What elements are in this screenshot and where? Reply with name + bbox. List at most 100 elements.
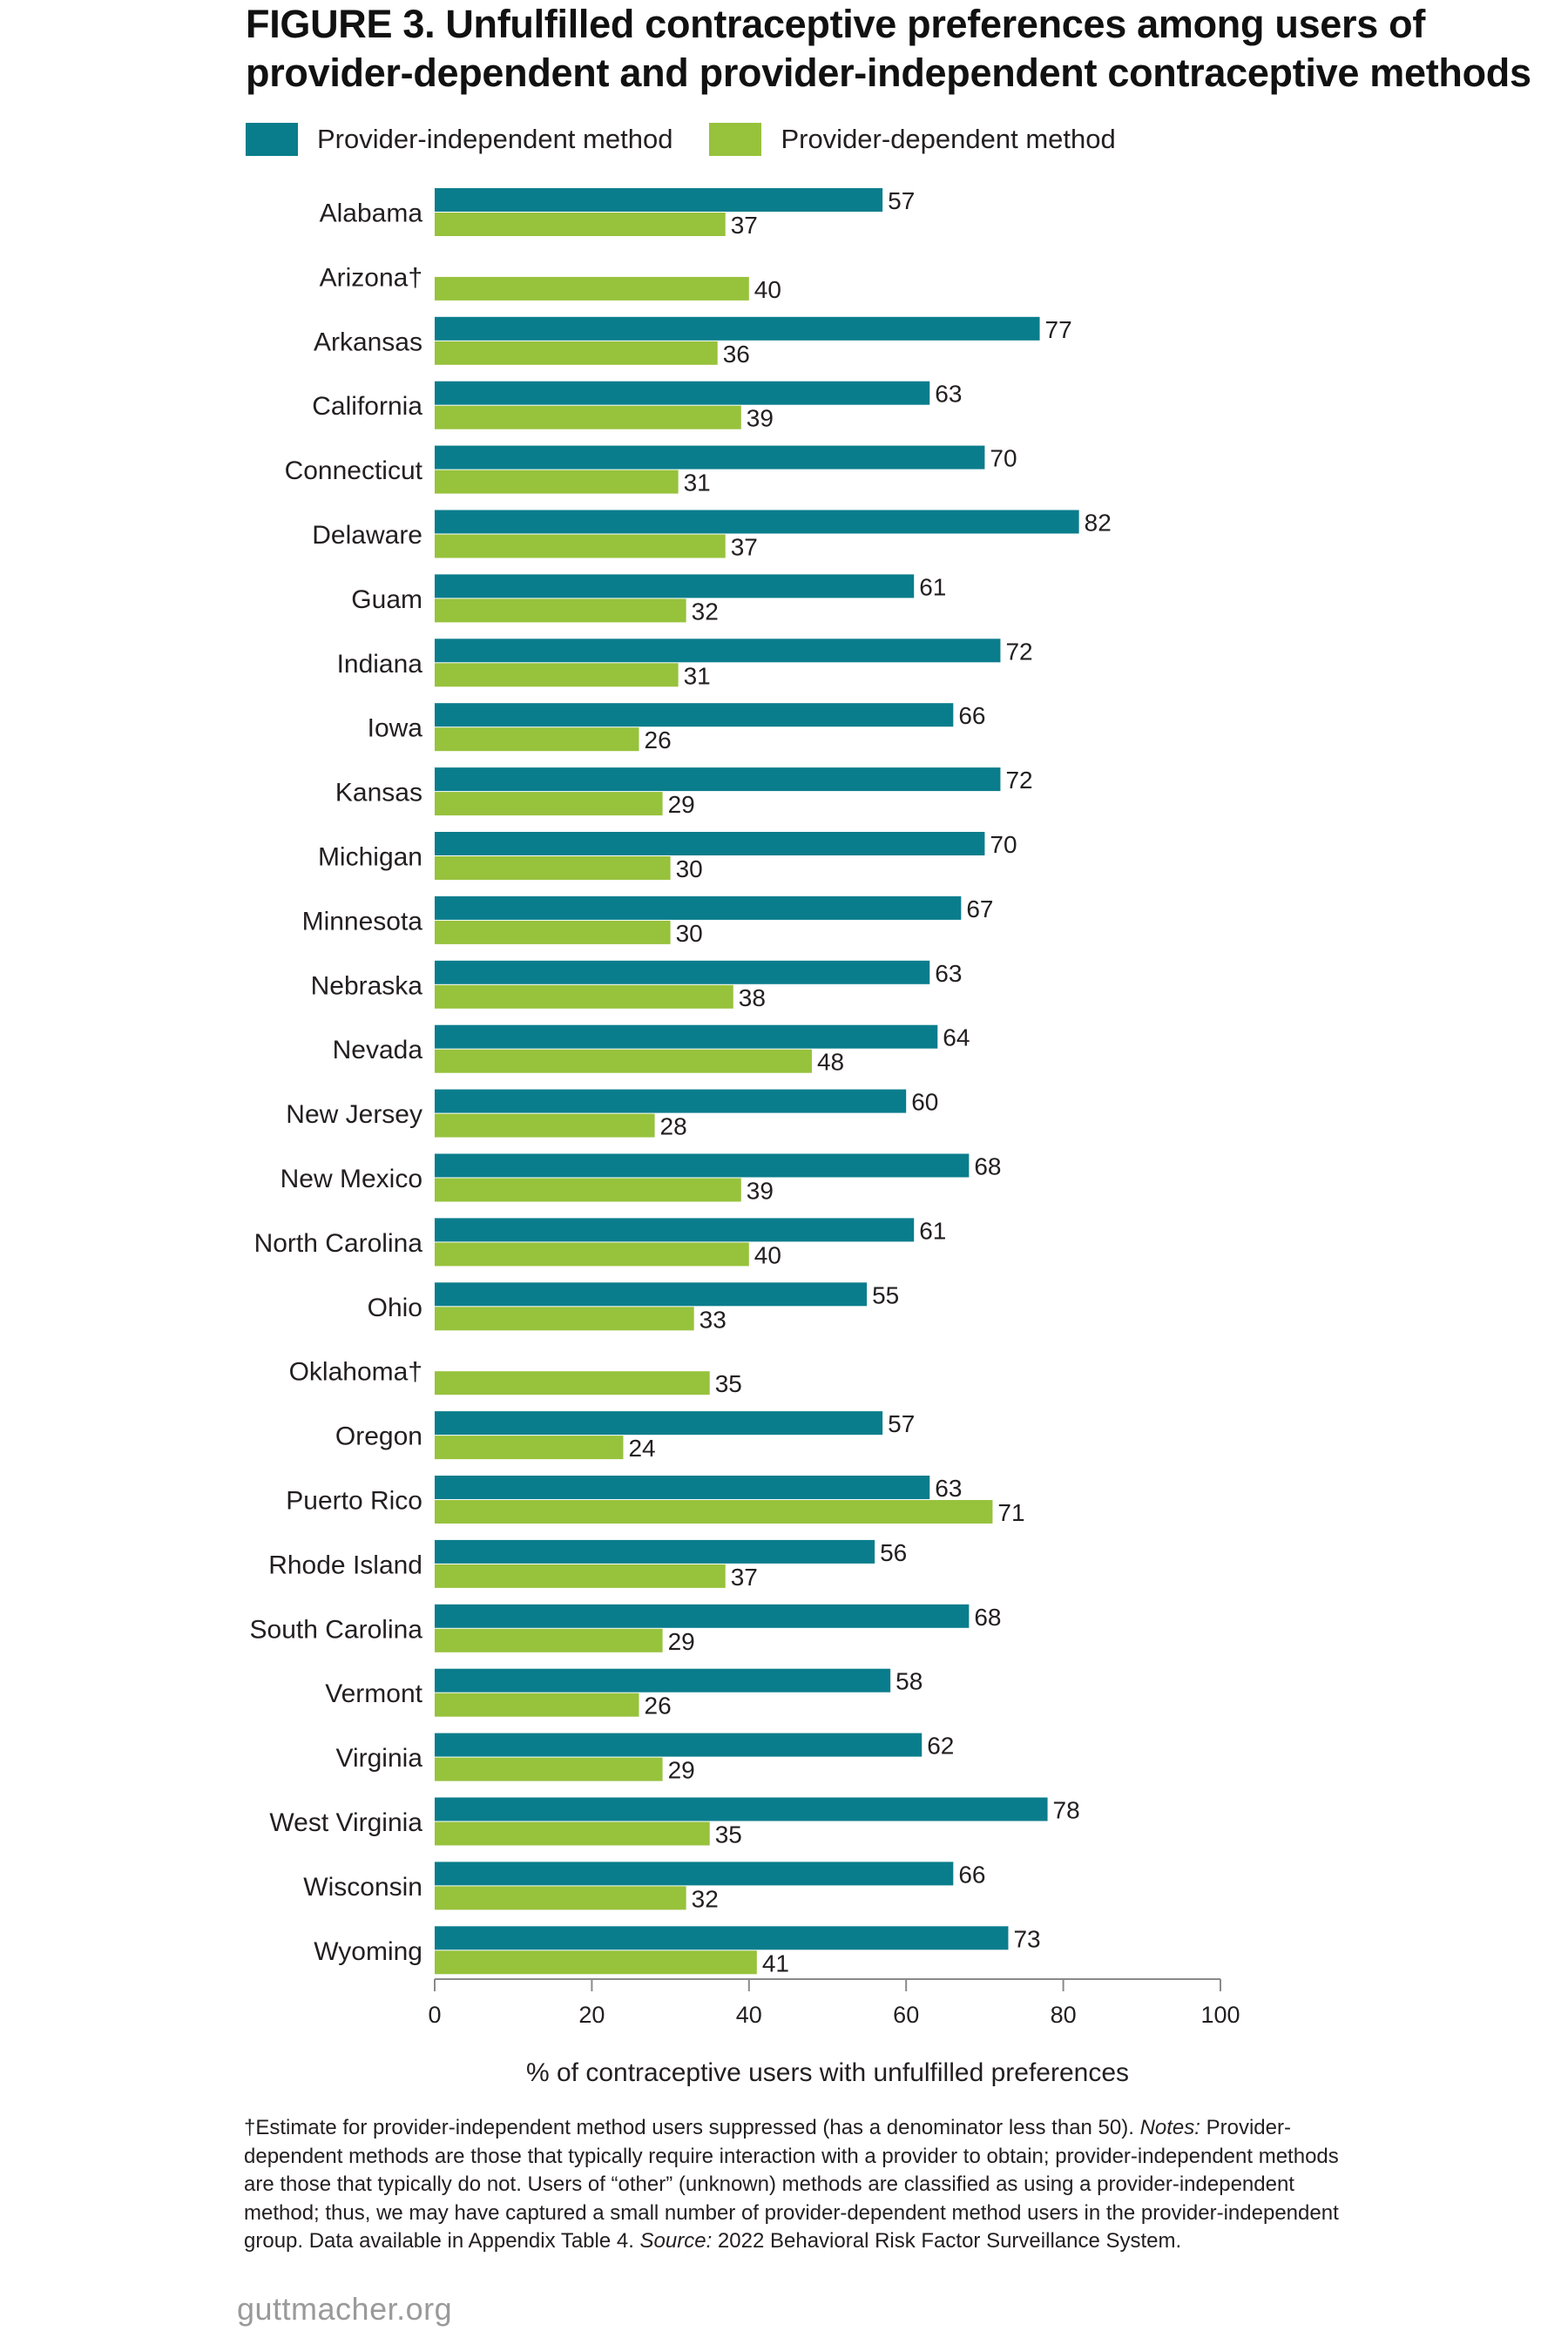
data-label-independent: 62 [927,1733,954,1760]
legend: Provider-independent method Provider-dep… [246,122,1152,157]
bar-dependent [435,1628,663,1652]
footnote: †Estimate for provider-independent metho… [244,2114,1342,2256]
data-label-independent: 78 [1053,1797,1080,1824]
bar-independent [435,445,985,470]
site-url[interactable]: guttmacher.org [237,2291,453,2327]
data-label-dependent: 40 [754,1241,781,1268]
category-label: New Mexico [280,1165,422,1193]
category-label: Arkansas [314,328,422,356]
data-label-independent: 56 [880,1539,907,1566]
bar-dependent [435,727,639,752]
category-label: Nevada [333,1036,423,1064]
data-label-independent: 82 [1085,510,1112,537]
legend-item-independent: Provider-independent method [246,123,672,156]
data-label-independent: 63 [935,1475,962,1502]
category-label: Nebraska [311,971,423,1000]
data-label-independent: 63 [935,381,962,408]
data-label-dependent: 39 [747,1178,774,1205]
bar-independent [435,1926,1009,1950]
bar-independent [435,703,954,727]
x-axis-title: % of contraceptive users with unfulfille… [526,2058,1129,2087]
bar-dependent [435,856,671,880]
bar-independent [435,1668,891,1693]
data-label-independent: 57 [888,187,915,214]
bar-dependent [435,598,686,623]
data-label-dependent: 38 [739,984,766,1011]
data-label-independent: 60 [911,1089,938,1116]
data-label-dependent: 37 [731,212,758,239]
category-label: Guam [351,585,422,614]
category-label: Puerto Rico [286,1487,422,1516]
category-label: Minnesota [302,907,423,936]
category-label: North Carolina [254,1229,423,1258]
title-text: Unfulfilled contraceptive preferences am… [246,2,1531,95]
bar-dependent [435,470,679,494]
bar-dependent [435,1242,749,1267]
bar-dependent [435,984,733,1009]
data-label-independent: 61 [919,573,946,600]
bar-independent [435,895,962,920]
data-label-dependent: 39 [747,405,774,432]
category-label: Delaware [312,521,422,550]
bar-independent [435,1604,970,1628]
category-label: South Carolina [250,1615,423,1644]
category-label: New Jersey [286,1100,422,1129]
category-label: Vermont [325,1679,422,1708]
data-label-independent: 66 [958,702,985,729]
bar-dependent [435,276,749,301]
category-label: California [312,392,422,421]
category-label: Oregon [335,1422,422,1451]
data-label-dependent: 33 [700,1306,727,1333]
x-tick-label: 80 [1051,2002,1077,2028]
category-label: Iowa [368,714,423,743]
bar-independent [435,1797,1048,1821]
bar-independent [435,1153,970,1178]
bar-dependent [435,1886,686,1910]
bar-dependent [435,1178,741,1202]
data-label-independent: 64 [943,1024,970,1051]
category-label: Rhode Island [268,1551,422,1579]
data-label-dependent: 32 [692,598,719,625]
x-tick-label: 20 [578,2002,605,2028]
bar-dependent [435,1371,710,1395]
data-label-dependent: 29 [668,791,695,818]
data-label-dependent: 28 [660,1113,687,1140]
chart-title: FIGURE 3. Unfulfilled contraceptive prefe… [246,0,1561,98]
data-label-independent: 66 [958,1861,985,1888]
data-label-independent: 72 [1005,767,1032,794]
data-label-independent: 72 [1005,638,1032,665]
bar-chart: Alabama 57 37 Arizona† 40 Arkansas 77 36 Califor… [250,187,1240,2087]
bar-dependent [435,534,726,558]
data-label-dependent: 30 [676,920,703,947]
bar-dependent [435,1564,726,1588]
data-label-independent: 73 [1013,1925,1040,1952]
bar-independent [435,1282,868,1307]
data-label-dependent: 32 [692,1885,719,1912]
legend-swatch-independent [246,123,298,156]
legend-swatch-dependent [709,123,762,156]
bar-independent [435,1539,875,1564]
bar-independent [435,510,1079,534]
data-label-dependent: 37 [731,1564,758,1591]
bar-dependent [435,1049,812,1073]
bar-independent [435,1733,923,1757]
bar-independent [435,1218,915,1242]
bar-dependent [435,1757,663,1781]
category-label: Michigan [318,843,422,872]
category-label: Indiana [337,650,423,679]
bar-dependent [435,1436,624,1460]
bar-independent [435,832,985,855]
bar-independent [435,1024,938,1049]
category-label: Alabama [320,199,423,228]
legend-item-dependent: Provider-dependent method [709,123,1116,156]
source-label: Source: [639,2229,713,2253]
bar-dependent [435,1693,639,1717]
data-label-dependent: 24 [628,1435,655,1462]
data-label-independent: 68 [974,1153,1001,1180]
data-label-dependent: 31 [684,662,711,689]
category-label: Wisconsin [303,1873,422,1902]
data-label-dependent: 35 [715,1821,742,1848]
bar-dependent [435,1950,757,1975]
data-label-independent: 55 [872,1281,899,1308]
data-label-dependent: 26 [645,1693,672,1720]
